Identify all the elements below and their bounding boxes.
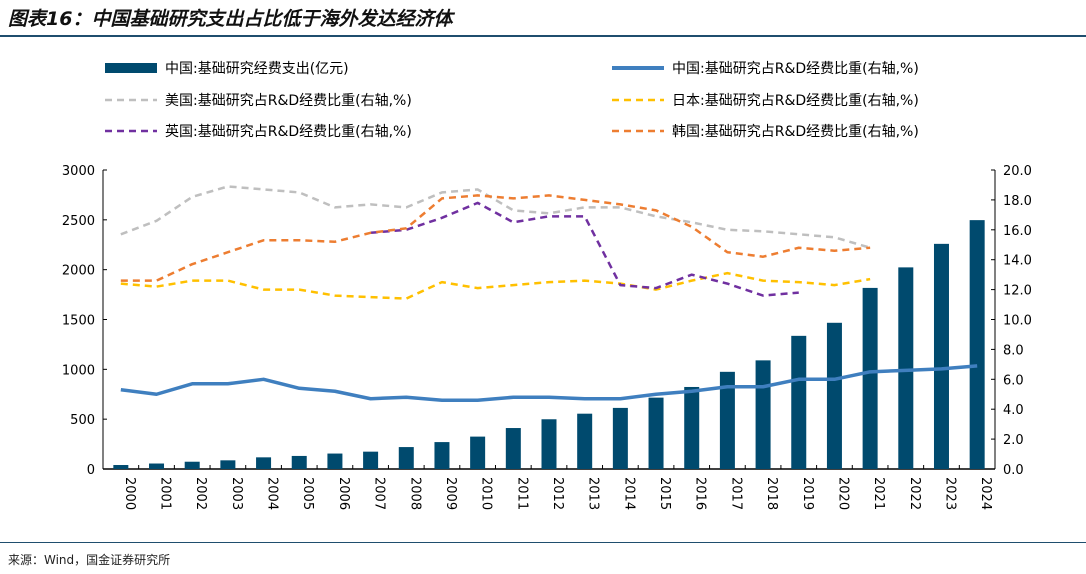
right-tick-label: 20.0: [1003, 164, 1032, 179]
bar-2016: [684, 386, 700, 469]
bar-2019: [791, 335, 807, 469]
left-tick-label: 0: [87, 463, 95, 478]
x-tick-label: 2005: [300, 477, 315, 510]
bar-2014: [612, 407, 628, 469]
bar-2007: [363, 451, 379, 469]
right-tick-label: 6.0: [1003, 373, 1024, 388]
x-tick-label: 2024: [978, 477, 993, 510]
x-tick-label: 2006: [336, 477, 351, 510]
legend-label: 韩国:基础研究占R&D经费比重(右轴,%): [672, 123, 919, 140]
bar-2005: [291, 455, 307, 469]
left-tick-label: 500: [70, 413, 95, 428]
source-note: 来源：Wind，国金证券研究所: [8, 553, 171, 567]
x-tick-label: 2011: [514, 477, 529, 510]
x-tick-label: 2000: [122, 477, 137, 510]
legend-label: 中国:基础研究经费支出(亿元): [165, 60, 349, 77]
bar-2018: [755, 360, 771, 469]
bar-2002: [184, 461, 200, 469]
left-tick-label: 2500: [62, 214, 95, 229]
bar-2017: [719, 371, 735, 469]
x-tick-label: 2001: [158, 477, 173, 510]
x-tick-label: 2017: [728, 477, 743, 510]
x-tick-label: 2016: [693, 477, 708, 510]
x-tick-label: 2022: [907, 477, 922, 510]
title-divider: [0, 35, 1086, 37]
x-tick-label: 2009: [443, 477, 458, 510]
bar-2011: [505, 428, 521, 469]
x-tick-label: 2018: [764, 477, 779, 510]
right-tick-label: 4.0: [1003, 403, 1024, 418]
right-tick-label: 16.0: [1003, 224, 1032, 239]
right-tick-label: 12.0: [1003, 284, 1032, 299]
bar-2004: [256, 457, 272, 469]
right-tick-label: 18.0: [1003, 194, 1032, 209]
x-tick-label: 2003: [229, 477, 244, 510]
series-line-0: [120, 364, 978, 402]
right-tick-label: 14.0: [1003, 254, 1032, 269]
bar-2015: [648, 397, 664, 469]
x-tick-label: 2002: [193, 477, 208, 510]
bar-2008: [398, 447, 414, 469]
x-tick-label: 2021: [871, 477, 886, 510]
legend-label: 日本:基础研究占R&D经费比重(右轴,%): [672, 92, 919, 109]
bar-2022: [898, 267, 914, 469]
bar-2023: [933, 243, 949, 469]
series-line-1: [120, 185, 871, 249]
bar-2021: [862, 287, 878, 469]
bar-2010: [470, 436, 486, 469]
bar-2020: [826, 322, 842, 469]
right-tick-label: 10.0: [1003, 314, 1032, 329]
right-tick-label: 0.0: [1003, 463, 1024, 478]
chart-svg: 0 500 1000 1500 2000 2500 3000 0.0 2.0 4.0 6.0 8.0 1…: [62, 60, 1032, 510]
left-tick-label: 3000: [62, 164, 95, 179]
x-tick-label: 2013: [586, 477, 601, 510]
x-tick-label: 2020: [835, 477, 850, 510]
right-tick-label: 2.0: [1003, 433, 1024, 448]
right-tick-label: 8.0: [1003, 343, 1024, 358]
footer-divider: [0, 542, 1086, 543]
left-tick-label: 2000: [62, 264, 95, 279]
x-tick-label: 2014: [621, 477, 636, 510]
x-tick-label: 2007: [372, 477, 387, 510]
x-tick-label: 2008: [407, 477, 422, 510]
chart-title: 图表16：中国基础研究支出占比低于海外发达经济体: [8, 8, 453, 30]
bar-2006: [327, 453, 343, 469]
bar-2012: [541, 419, 557, 469]
bar-2001: [149, 463, 165, 469]
x-tick-label: 2019: [800, 477, 815, 510]
x-tick-label: 2010: [479, 477, 494, 510]
legend-label: 英国:基础研究占R&D经费比重(右轴,%): [165, 123, 412, 140]
x-tick-label: 2015: [657, 477, 672, 510]
left-tick-label: 1000: [62, 363, 95, 378]
legend-label: 中国:基础研究占R&D经费比重(右轴,%): [672, 60, 919, 77]
bar-2013: [577, 413, 593, 469]
series-line-2: [120, 271, 871, 300]
bar-2000: [113, 465, 129, 469]
left-tick-label: 1500: [62, 314, 95, 329]
x-tick-label: 2012: [550, 477, 565, 510]
bar-2003: [220, 460, 236, 469]
legend-swatch: [105, 63, 157, 73]
bar-2009: [434, 442, 450, 469]
legend-label: 美国:基础研究占R&D经费比重(右轴,%): [165, 92, 412, 109]
x-tick-label: 2023: [942, 477, 957, 510]
bar-2024: [969, 220, 985, 469]
x-tick-label: 2004: [265, 477, 280, 510]
series-line-4: [120, 194, 871, 282]
